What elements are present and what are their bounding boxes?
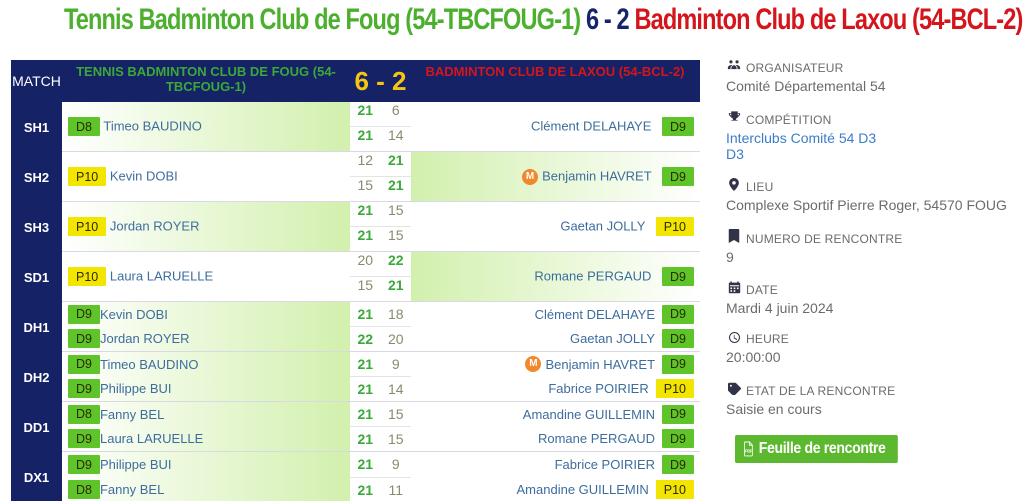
svg-text:PDF: PDF (745, 448, 753, 453)
